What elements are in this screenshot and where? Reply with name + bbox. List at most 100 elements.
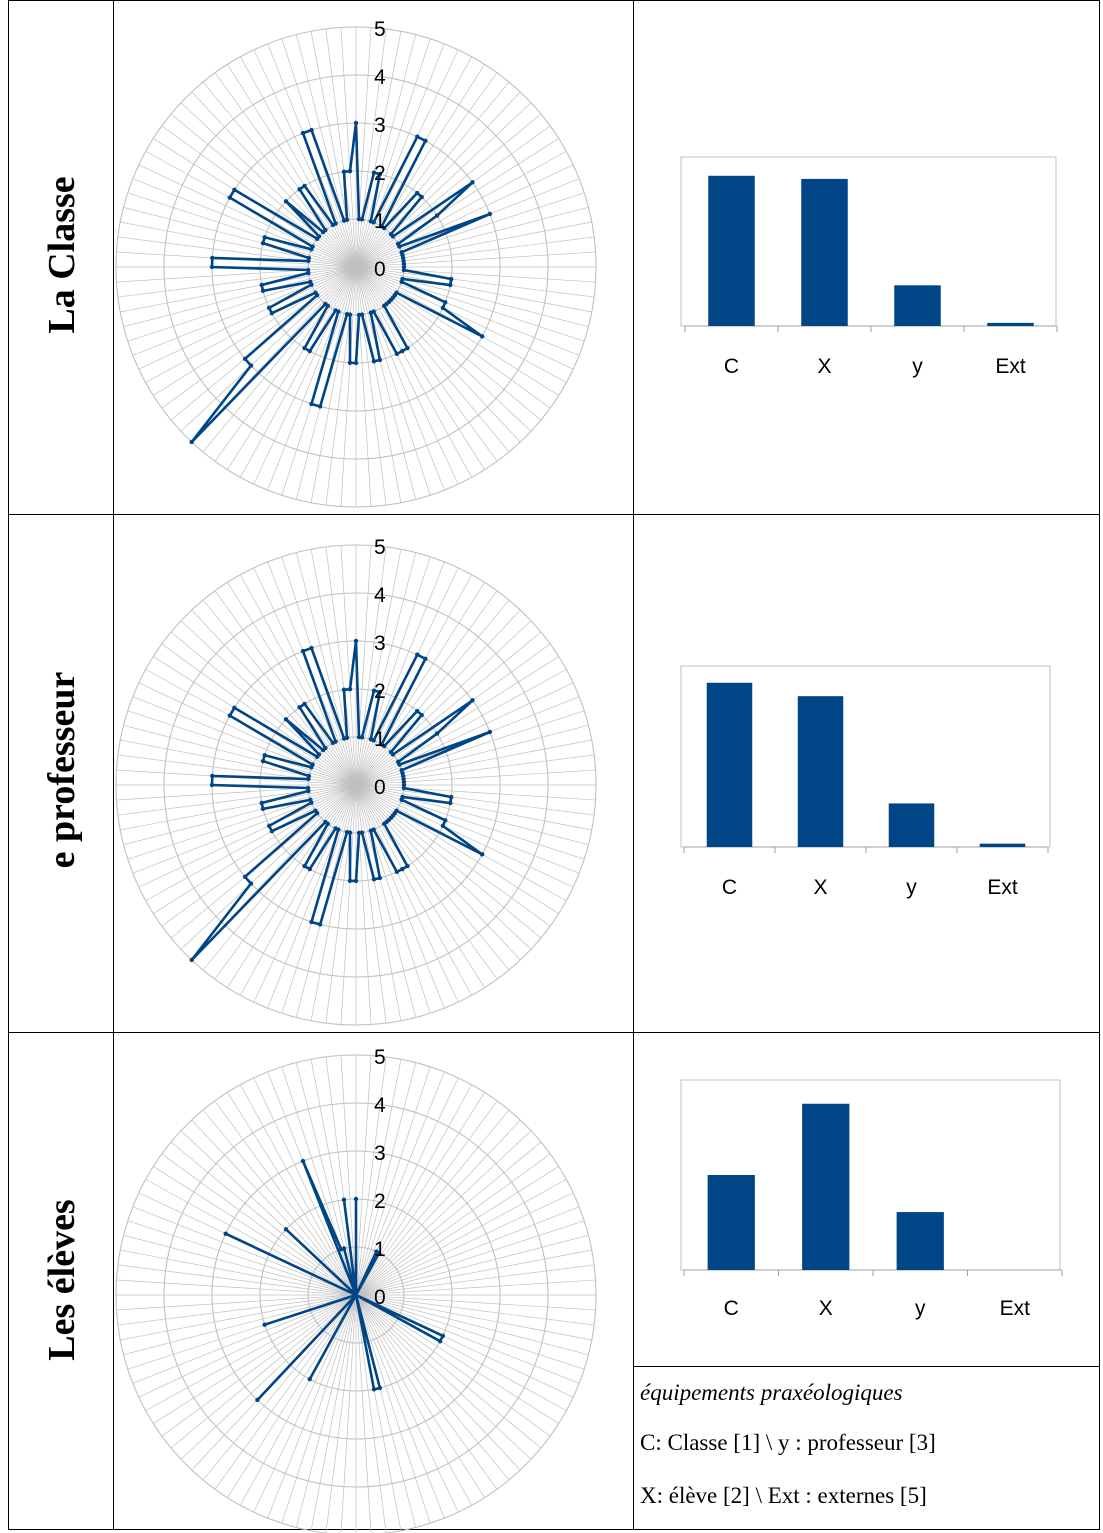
radar-spoke	[355, 266, 596, 283]
radar-point	[260, 240, 266, 246]
table-border-row1	[8, 514, 1100, 515]
radar-spoke	[355, 1294, 551, 1437]
radar-ring	[163, 74, 549, 460]
bar-y	[888, 803, 935, 847]
radar-spoke	[355, 710, 585, 786]
radar-point	[313, 808, 318, 813]
radar-spoke	[355, 784, 431, 1014]
radar-point	[347, 686, 353, 692]
radar-spoke	[355, 102, 532, 268]
bar-c	[708, 175, 755, 326]
radar-spoke	[132, 696, 357, 786]
bar-category-label: C	[724, 1297, 739, 1320]
radar-spoke	[120, 1294, 357, 1341]
radar-spoke	[355, 784, 532, 950]
radar-spoke	[355, 556, 431, 786]
bar-x	[801, 178, 848, 326]
radar-point	[377, 689, 383, 695]
radar-spoke	[227, 64, 357, 268]
radar-point	[242, 874, 248, 879]
radar-spoke	[355, 266, 472, 478]
radar-point	[443, 300, 448, 305]
radar-point	[400, 348, 405, 354]
radar-spoke	[116, 266, 357, 283]
radar-spoke	[355, 1119, 521, 1296]
radar-spoke	[355, 784, 510, 971]
radar-point	[382, 225, 387, 231]
radar-spoke	[340, 27, 357, 268]
radar-spoke	[127, 192, 357, 268]
radar-spoke	[355, 784, 596, 801]
radar-point	[302, 701, 307, 707]
radar-spoke	[355, 113, 542, 268]
radar-spoke	[355, 1071, 445, 1296]
radar-point	[223, 1231, 228, 1236]
radar-spoke	[145, 784, 357, 901]
radar-spoke	[240, 784, 357, 996]
radar-point	[266, 305, 272, 311]
radar-spoke	[355, 784, 485, 988]
figure-table	[8, 0, 1100, 1530]
radar-spoke	[355, 1179, 567, 1296]
radar-ring	[163, 1102, 549, 1488]
radar-tick-label: 1	[374, 1238, 386, 1261]
radar-point	[415, 652, 420, 657]
radar-point	[377, 357, 383, 363]
radar-spoke	[355, 784, 592, 831]
radar-point	[333, 308, 338, 313]
radar-spoke	[355, 38, 431, 268]
bar-c	[707, 1175, 755, 1270]
radar-point	[353, 878, 359, 884]
radar-spoke	[214, 266, 357, 462]
radar-point	[309, 919, 314, 925]
radar-spoke	[355, 1294, 592, 1341]
radar-point	[470, 698, 475, 703]
radar-spoke	[202, 1294, 357, 1481]
radar-point	[341, 1246, 347, 1251]
radar-spoke	[355, 1294, 485, 1498]
radar-point	[262, 1322, 267, 1327]
radar-point	[487, 211, 493, 217]
radar-spoke	[295, 552, 357, 786]
radar-spoke	[117, 1264, 357, 1296]
radar-spoke	[355, 151, 567, 268]
radar-spoke	[355, 656, 559, 786]
radar-spoke	[340, 784, 357, 1025]
legend-title: équipements praxéologiques	[640, 1380, 903, 1405]
radar-point	[283, 717, 289, 722]
table-border-mid	[633, 0, 634, 1530]
radar-spoke	[355, 1294, 445, 1519]
radar-point	[307, 866, 312, 872]
radar-spoke	[355, 1249, 592, 1296]
radar-spoke	[127, 266, 357, 342]
radar-point	[397, 244, 402, 249]
radar-spoke	[355, 1092, 485, 1296]
radar-spoke	[355, 1234, 589, 1296]
radar-spoke	[132, 266, 357, 356]
table-border-bottom	[8, 1529, 1100, 1530]
bar-category-label: y	[906, 876, 917, 899]
radar-spoke	[355, 1294, 542, 1449]
radar-spoke	[355, 1294, 521, 1471]
radar-spoke	[202, 81, 357, 268]
radar-point	[300, 1158, 306, 1164]
radar-point	[189, 957, 194, 963]
table-border-right	[1099, 0, 1100, 1530]
radar-point	[309, 645, 314, 651]
radar-spoke	[138, 784, 357, 888]
radar-spoke	[253, 49, 357, 268]
radar-point	[308, 797, 313, 803]
radar-spoke	[355, 784, 595, 816]
radar-point	[262, 235, 267, 240]
radar-point	[440, 305, 446, 311]
radar-spoke	[355, 784, 559, 914]
radar-point	[300, 648, 306, 654]
radar-spoke	[355, 266, 445, 491]
radar-spoke	[355, 1066, 431, 1296]
radar-point	[297, 187, 302, 192]
radar-tick-label: 4	[374, 66, 386, 89]
radar-spoke	[355, 784, 445, 1009]
radar-point	[371, 220, 376, 225]
radar-point	[359, 217, 365, 222]
radar-spoke	[132, 1294, 357, 1384]
